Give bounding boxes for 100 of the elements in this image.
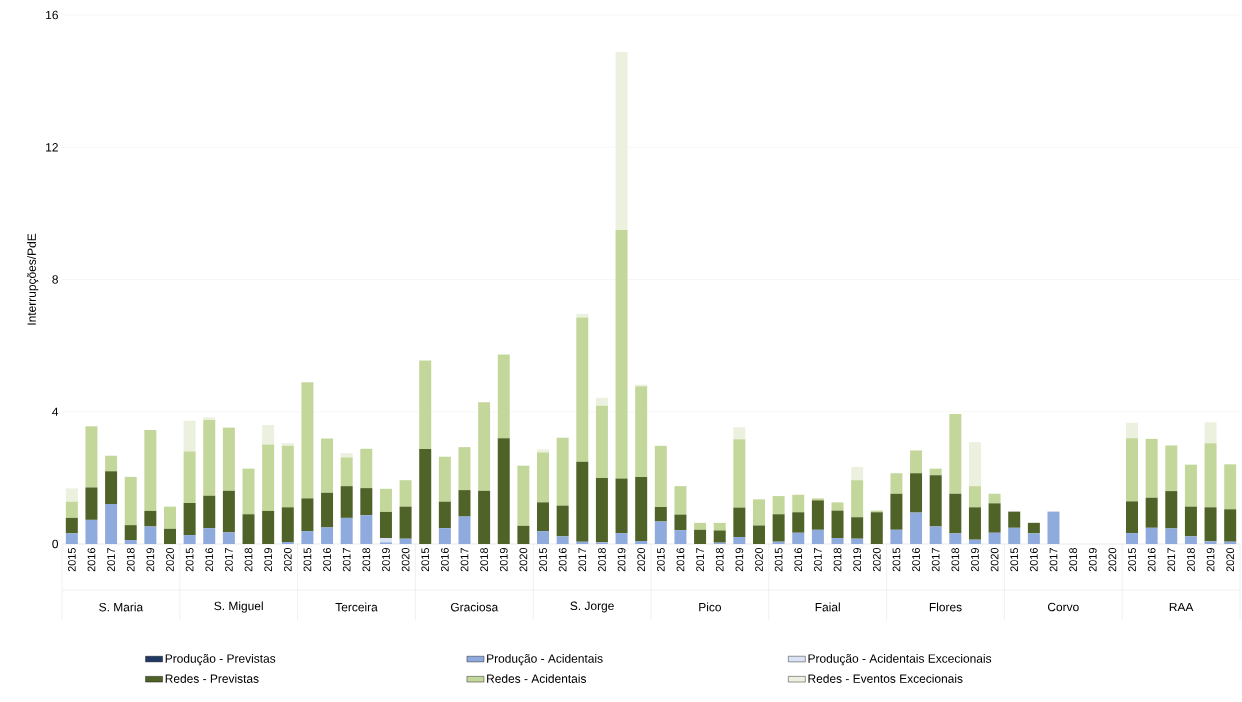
x-tick-label: 2019	[382, 548, 390, 572]
bar	[419, 360, 432, 450]
bar	[772, 496, 785, 515]
bar	[851, 538, 864, 544]
bar	[105, 455, 118, 472]
bar	[222, 427, 235, 491]
bar	[694, 529, 707, 544]
text: RAA	[1169, 602, 1194, 612]
bar	[733, 427, 746, 440]
text: S. Maria	[99, 602, 144, 612]
x-tick-label: 2020	[755, 547, 763, 572]
text: Graciosa	[450, 602, 499, 612]
x-tick-label: 2016	[1029, 548, 1038, 572]
bar	[910, 450, 923, 474]
bar	[262, 424, 275, 445]
x-tick-label: 2020	[166, 547, 174, 572]
x-tick-label: 2015	[303, 547, 312, 572]
bar	[281, 445, 294, 508]
x-tick-label: 2015	[656, 547, 665, 572]
x-tick-label: 2016	[440, 548, 449, 572]
bar	[242, 514, 255, 544]
bar	[595, 397, 608, 406]
bar	[1204, 507, 1217, 542]
bar	[537, 502, 550, 532]
x-tick-label: 2018	[598, 548, 606, 572]
y-axis-title: Interrupções/PdE	[27, 233, 39, 325]
text: S. Jorge	[570, 601, 614, 613]
bar	[654, 506, 667, 522]
bar	[321, 527, 334, 544]
bar	[1126, 422, 1139, 439]
bar	[968, 507, 981, 540]
x-tick-label: 2015	[539, 547, 547, 572]
bar	[556, 536, 569, 544]
bar	[183, 451, 196, 503]
bar	[163, 528, 176, 544]
bar	[1145, 438, 1158, 498]
x-tick-label: 2017	[814, 548, 822, 572]
bar	[556, 505, 569, 537]
bar	[419, 449, 432, 544]
x-tick-label: 2016	[676, 548, 685, 572]
bar	[1204, 422, 1217, 444]
bar	[124, 476, 137, 526]
bar	[1126, 438, 1139, 502]
bar	[752, 525, 765, 544]
bar	[792, 532, 805, 544]
bar	[301, 382, 314, 499]
bar	[281, 507, 294, 543]
text: Pico	[699, 602, 722, 612]
bar	[1184, 464, 1197, 507]
bar	[713, 522, 726, 531]
bar	[537, 531, 550, 544]
bar	[595, 477, 608, 543]
bar	[576, 313, 589, 318]
x-tick-label: 2017	[342, 548, 351, 572]
bar	[203, 495, 216, 529]
bar	[674, 514, 687, 531]
bar	[851, 517, 864, 539]
legend-label: Produção - Previstas	[165, 653, 276, 666]
bar	[399, 480, 412, 507]
bar	[438, 456, 451, 502]
bar	[478, 402, 491, 491]
x-tick-label: 2019	[617, 548, 626, 572]
x-tick-label: 2017	[107, 548, 115, 572]
bar	[576, 317, 589, 462]
text: Faial	[815, 602, 840, 612]
bar	[1047, 511, 1060, 544]
bar	[910, 512, 923, 544]
bar	[811, 500, 824, 530]
bar	[654, 521, 667, 544]
text: S. Miguel	[214, 601, 263, 613]
bar	[811, 529, 824, 544]
bar	[105, 503, 118, 544]
bar	[1224, 509, 1237, 542]
bar	[379, 488, 392, 512]
bar	[615, 478, 628, 534]
bar	[85, 519, 98, 544]
x-tick-label: 2020	[519, 547, 528, 572]
bar	[65, 517, 78, 534]
bar	[890, 529, 903, 544]
bar	[556, 437, 569, 506]
bar	[929, 526, 942, 544]
x-tick-label: 2018	[833, 548, 842, 572]
bar	[321, 438, 334, 493]
bar	[890, 493, 903, 530]
bar	[615, 52, 628, 230]
bar	[262, 510, 275, 544]
bar	[321, 492, 334, 528]
legend-label: Redes - Acidentais	[487, 674, 587, 683]
bar	[929, 475, 942, 527]
x-tick-label: 2020	[401, 547, 410, 572]
legend-label: Produção - Acidentais	[487, 653, 603, 666]
bar	[438, 528, 451, 544]
bar	[792, 494, 805, 513]
y-tick-label: 8	[52, 275, 58, 284]
x-tick-label: 2020	[283, 547, 292, 572]
bar	[1165, 445, 1178, 492]
bar	[831, 538, 844, 544]
bar	[890, 473, 903, 494]
bar	[105, 471, 118, 504]
bar	[733, 507, 746, 538]
